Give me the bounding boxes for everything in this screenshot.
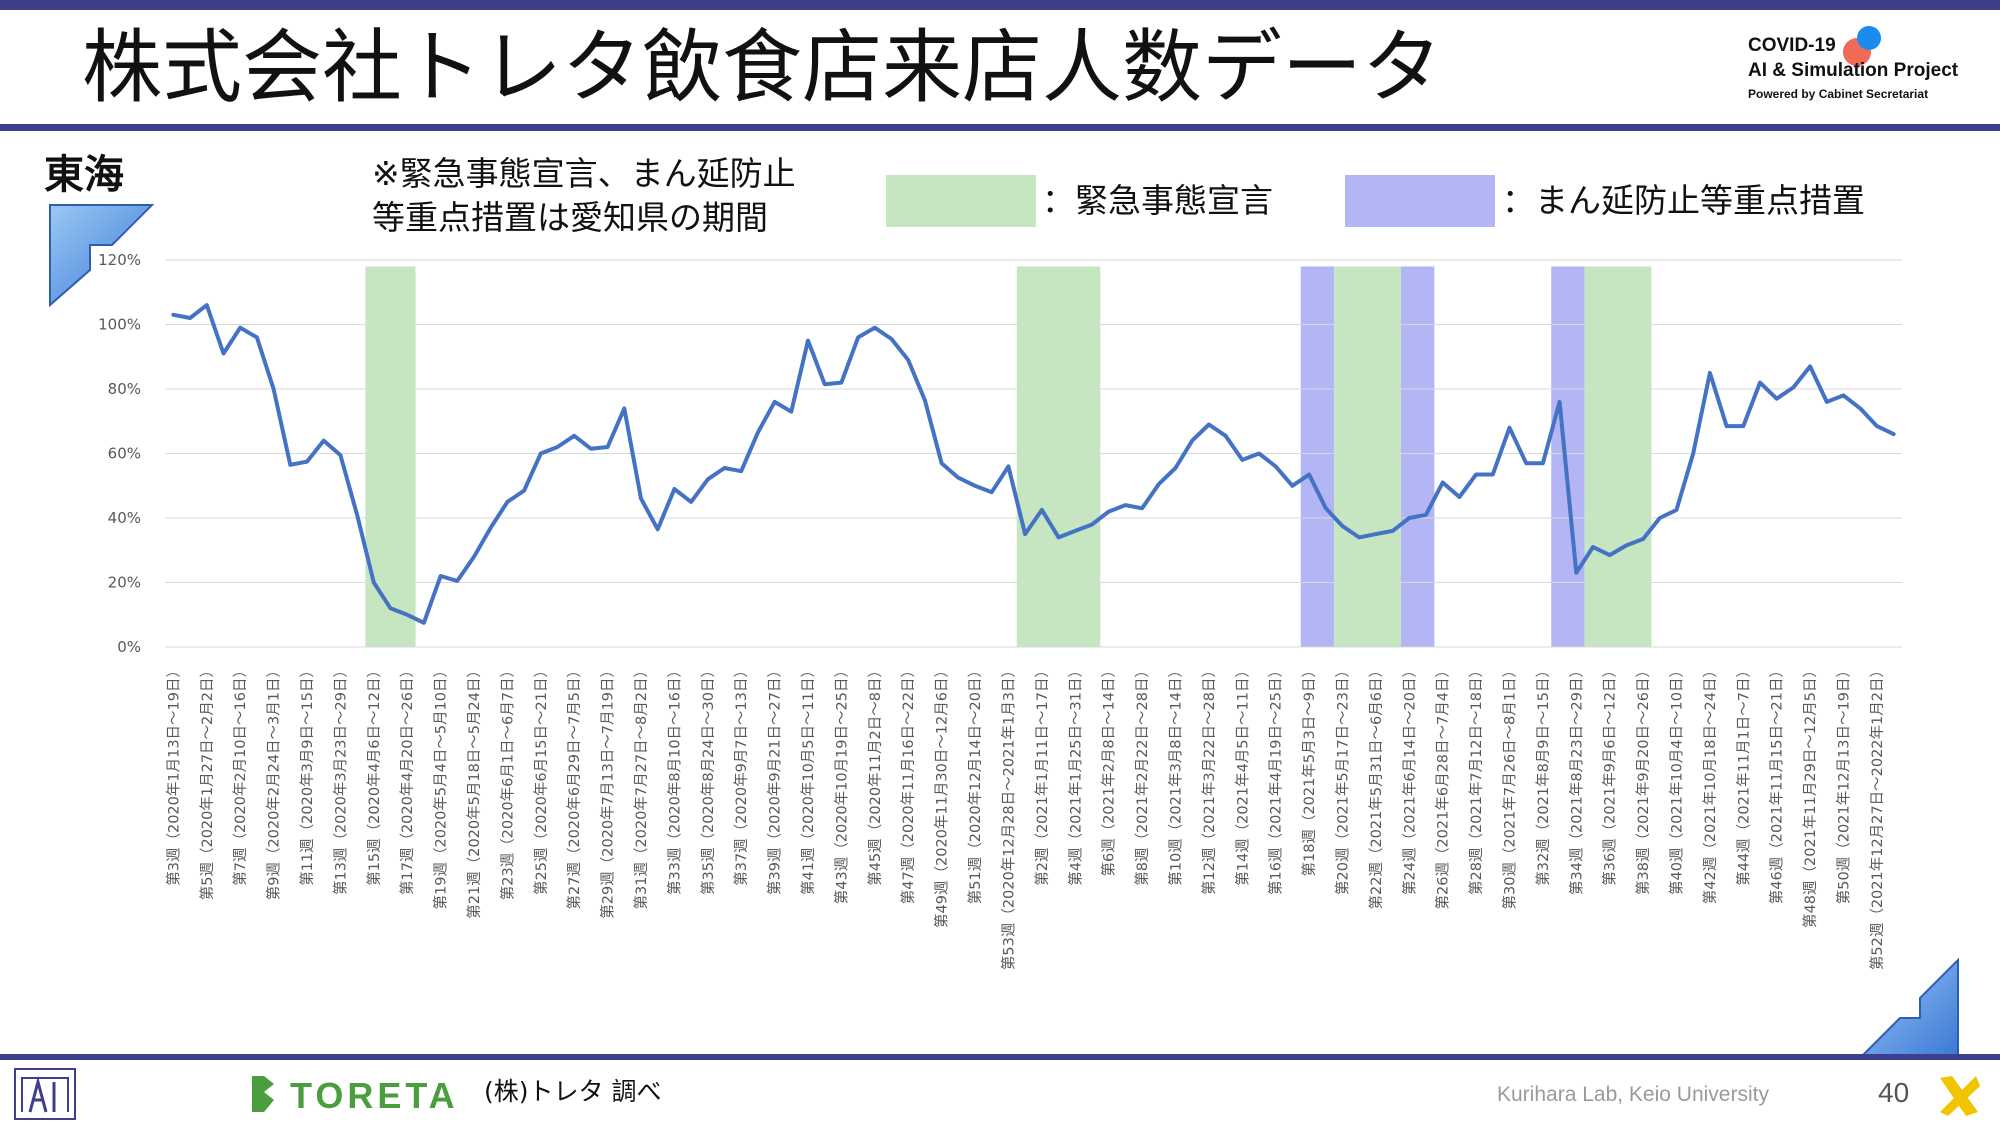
y-tick-label: 60% (108, 445, 141, 463)
corner-arrow-bottom-right (1857, 957, 1959, 1059)
x-tick-label: 第46週（2021年11月15日～21日） (1768, 663, 1786, 904)
source-note: (株)トレタ 調べ (484, 1077, 662, 1106)
x-tick-label: 第36週（2021年9月6日～12日） (1601, 663, 1619, 886)
series-line-visitors (171, 303, 1896, 625)
region-label: 東海 (44, 152, 124, 198)
x-tick-label: 第3週（2020年1月13日～19日） (164, 663, 182, 886)
lab-credit: Kurihara Lab, Keio University (1497, 1083, 1769, 1106)
x-tick-label: 第37週（2020年9月7日～13日） (732, 663, 750, 886)
x-tick-label: 第44週（2021年11月1日～7日） (1734, 663, 1752, 886)
x-tick-label: 第45週（2020年11月2日～8日） (866, 663, 884, 886)
x-tick-label: 第16週（2021年4月19日～25日） (1267, 663, 1285, 895)
x-tick-label: 第2週（2021年1月11日～17日） (1033, 663, 1051, 886)
x-tick-label: 第20週（2021年5月17日～23日） (1333, 663, 1351, 895)
x-tick-label: 第43週（2020年10月19日～25日） (832, 663, 850, 904)
x-tick-label: 第15週（2020年4月6日～12日） (365, 663, 383, 886)
x-tick-label: 第51週（2020年12月14日～20日） (966, 663, 984, 904)
x-tick-label: 第10週（2021年3月8日～14日） (1166, 663, 1184, 886)
x-tick-label: 第29週（2020年7月13日～7月19日） (599, 663, 617, 919)
x-tick-label: 第7週（2020年2月10日～16日） (231, 663, 249, 886)
project-logo-line3: Powered by Cabinet Secretariat (1748, 87, 1929, 101)
page-title: 株式会社トレタ飲食店来店人数データ (82, 21, 1442, 114)
x-tick-label: 第9週（2020年2月24日～3月1日） (265, 663, 283, 900)
ai-lab-logo (14, 1068, 76, 1120)
footer-divider (0, 1054, 2000, 1060)
x-tick-label: 第19週（2020年5月4日～5月10日） (432, 663, 450, 909)
legend-label-emergency: ：緊急事態宣言 (1042, 181, 1273, 220)
top-accent-bar (0, 0, 2000, 10)
x-tick-label: 第52週（2021年12月27日～2022年1月2日） (1868, 663, 1886, 970)
title-divider (0, 124, 2000, 131)
y-tick-label: 40% (108, 509, 141, 527)
x-tick-label: 第48週（2021年11月29日～12月5日） (1801, 663, 1819, 928)
x-tick-label: 第26週（2021年6月28日～7月4日） (1434, 663, 1452, 909)
page-number: 40 (1878, 1077, 1910, 1108)
period-note-line1: ※緊急事態宣言、まん延防止 (372, 154, 796, 193)
x-tick-label: 第18週（2021年5月3日～9日） (1300, 663, 1318, 877)
x-tick-label: 第4週（2021年1月25日～31日） (1066, 663, 1084, 886)
x-tick-label: 第21週（2020年5月18日～5月24日） (465, 663, 483, 919)
x-tick-label: 第31週（2020年7月27日～8月2日） (632, 663, 650, 909)
y-tick-label: 0% (117, 638, 141, 656)
x-tick-label: 第28週（2021年7月12日～18日） (1467, 663, 1485, 895)
legend-swatch-priority (1345, 175, 1495, 227)
x-tick-label: 第17週（2020年4月20日～26日） (398, 663, 416, 895)
x-tick-label: 第12週（2021年3月22日～28日） (1200, 663, 1218, 895)
x-tick-label: 第22週（2021年5月31日～6月6日） (1367, 663, 1385, 909)
project-logo-line1: COVID-19 (1748, 35, 1836, 56)
band-priority (1551, 266, 1585, 647)
x-tick-label: 第34週（2021年8月23日～29日） (1567, 663, 1585, 895)
x-tick-label: 第38週（2021年9月20日～26日） (1634, 663, 1652, 895)
project-logo-line2: AI & Simulation Project (1748, 60, 1959, 81)
band-emergency (1584, 266, 1652, 647)
legend-swatch-emergency (886, 175, 1036, 227)
corner-arrow-top-left (49, 204, 155, 308)
x-tick-label: 第13週（2020年3月23日～29日） (331, 663, 349, 895)
x-tick-label: 第35週（2020年8月24日～30日） (699, 663, 717, 895)
x-tick-label: 第8週（2021年2月22日～28日） (1133, 663, 1151, 886)
x-tick-label: 第24週（2021年6月14日～20日） (1400, 663, 1418, 895)
x-tick-label: 第41週（2020年10月5日～11日） (799, 663, 817, 895)
x-tick-label: 第47週（2020年11月16日～22日） (899, 663, 917, 904)
toreta-mark-icon (252, 1076, 274, 1112)
x-tick-label: 第49週（2020年11月30日～12月6日） (933, 663, 951, 928)
x-tick-label: 第53週（2020年12月28日～2021年1月3日） (999, 663, 1017, 970)
y-tick-label: 80% (108, 380, 141, 398)
y-tick-label: 120% (98, 251, 141, 269)
period-note: ※緊急事態宣言、まん延防止 等重点措置は愛知県の期間 (372, 152, 796, 240)
x-tick-label: 第39週（2020年9月21日～27日） (766, 663, 784, 895)
band-emergency (365, 266, 416, 647)
x-tick-label: 第25週（2020年6月15日～21日） (532, 663, 550, 895)
band-emergency (1016, 266, 1101, 647)
y-tick-label: 100% (98, 316, 141, 334)
x-tick-label: 第30週（2021年7月26日～8月1日） (1501, 663, 1519, 909)
x-tick-label: 第14週（2021年4月5日～11日） (1233, 663, 1251, 886)
toreta-logo: TORETA (290, 1075, 459, 1116)
y-tick-label: 20% (108, 574, 141, 592)
x-tick-label: 第50週（2021年12月13日～19日） (1835, 663, 1853, 904)
x-tick-label: 第23週（2020年6月1日～6月7日） (498, 663, 516, 900)
legend-label-priority: ：まん延防止等重点措置 (1502, 181, 1865, 220)
x-tick-label: 第5週（2020年1月27日～2月2日） (198, 663, 216, 900)
x-tick-label: 第6週（2021年2月8日～14日） (1100, 663, 1118, 877)
x-tick-label: 第32週（2021年8月9日～15日） (1534, 663, 1552, 886)
x-tick-label: 第33週（2020年8月10日～16日） (665, 663, 683, 895)
band-priority (1300, 266, 1335, 647)
x-tick-label: 第40週（2021年10月4日～10日） (1668, 663, 1686, 895)
x-logo-icon (1940, 1076, 1980, 1116)
band-emergency (1334, 266, 1401, 647)
project-logo: COVID-19 AI & Simulation Project Powered… (1748, 34, 1958, 104)
x-tick-label: 第11週（2020年3月9日～15日） (298, 663, 316, 886)
x-tick-label: 第27週（2020年6月29日～7月5日） (565, 663, 583, 909)
logo-dot-blue (1857, 26, 1881, 50)
band-priority (1400, 266, 1435, 647)
x-tick-label: 第42週（2021年10月18日～24日） (1701, 663, 1719, 904)
period-note-line2: 等重点措置は愛知県の期間 (372, 198, 768, 237)
